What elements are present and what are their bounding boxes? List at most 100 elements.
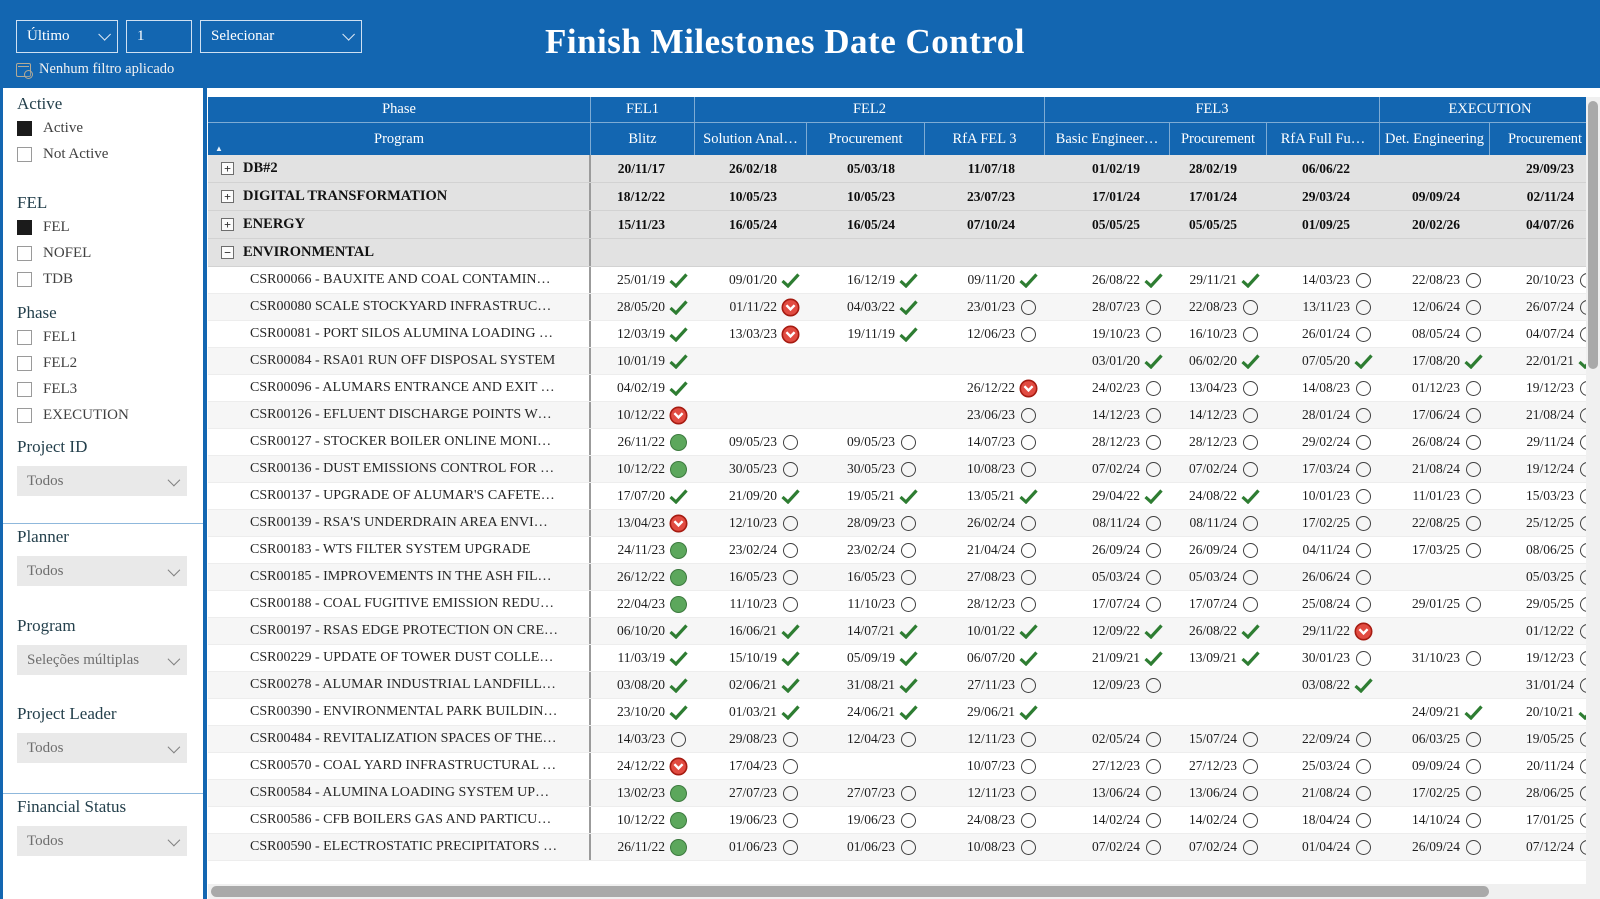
status-complete-icon xyxy=(1018,650,1038,666)
table-row[interactable]: CSR00096 - ALUMARS ENTRANCE AND EXIT … 04… xyxy=(208,375,1600,402)
planner-dropdown[interactable]: Todos xyxy=(17,556,187,586)
milestone-date: 17/08/20 xyxy=(1411,353,1460,368)
table-row[interactable]: CSR00278 - ALUMAR INDUSTRIAL LANDFILL… 03… xyxy=(208,672,1600,699)
milestone-cell: 05/09/19 xyxy=(807,645,925,671)
milestone-status xyxy=(895,704,921,720)
table-row[interactable]: CSR00066 - BAUXITE AND COAL CONTAMIN… 25/… xyxy=(208,267,1600,294)
program-dropdown[interactable]: Seleções múltiplas xyxy=(17,645,187,675)
horizontal-scrollbar[interactable] xyxy=(208,884,1600,899)
milestone-cell: 08/06/25 xyxy=(1490,537,1600,563)
status-late-icon xyxy=(669,514,687,532)
milestone-cell: 20/11/24 xyxy=(1490,753,1600,779)
group-row[interactable]: + DB#2 20/11/17 26/02/18 05/03/18 11/07/18 01/… xyxy=(208,155,1600,183)
checkbox-execution[interactable]: EXECUTION xyxy=(17,403,197,427)
status-open-icon xyxy=(1145,677,1161,693)
project-id-dropdown[interactable]: Todos xyxy=(17,466,187,496)
select-dropdown[interactable]: Selecionar xyxy=(200,20,362,53)
filter-section-title: Program xyxy=(17,616,76,635)
checkbox-active[interactable]: Active xyxy=(17,116,197,140)
milestone-cell: 23/07/23 xyxy=(925,183,1045,210)
table-row[interactable]: CSR00197 - RSAS EDGE PROTECTION ON CRE… 0… xyxy=(208,618,1600,645)
milestone-status xyxy=(665,380,691,396)
table-row[interactable]: CSR00136 - DUST EMISSIONS CONTROL FOR … 1… xyxy=(208,456,1600,483)
table-row[interactable]: CSR00084 - RSA01 RUN OFF DISPOSAL SYSTEM… xyxy=(208,348,1600,375)
group-row[interactable]: + DIGITAL TRANSFORMATION 18/12/22 10/05/23 1… xyxy=(208,183,1600,211)
milestone-date: 27/12/23 xyxy=(1091,758,1140,773)
milestone-status xyxy=(895,623,921,639)
phase-group-header-fel3[interactable]: FEL3 xyxy=(1045,97,1380,122)
column-header-6[interactable]: RfA Full Fu… xyxy=(1267,123,1380,155)
table-row[interactable]: CSR00183 - WTS FILTER SYSTEM UPGRADE 24/1… xyxy=(208,537,1600,564)
program-cell: + ENERGY xyxy=(208,211,591,238)
vertical-scrollbar[interactable] xyxy=(1586,97,1600,884)
phase-group-header-fel2[interactable]: FEL2 xyxy=(695,97,1045,122)
milestone-date: 13/09/21 xyxy=(1188,650,1237,665)
checkbox-tdb[interactable]: TDB xyxy=(17,267,197,291)
column-header-2[interactable]: Procurement xyxy=(807,123,925,155)
table-row[interactable]: CSR00484 - REVITALIZATION SPACES OF THE…… xyxy=(208,726,1600,753)
milestone-cell: 15/10/19 xyxy=(695,645,807,671)
column-header-3[interactable]: RfA FEL 3 xyxy=(925,123,1045,155)
collapse-icon[interactable]: − xyxy=(221,246,234,259)
financial-status-dropdown[interactable]: Todos xyxy=(17,826,187,856)
checkbox-fel2[interactable]: FEL2 xyxy=(17,351,197,375)
milestone-status xyxy=(1350,434,1376,450)
milestone-status xyxy=(777,569,803,585)
table-row[interactable]: CSR00185 - IMPROVEMENTS IN THE ASH FIL… 2… xyxy=(208,564,1600,591)
project-leader-dropdown[interactable]: Todos xyxy=(17,733,187,763)
table-row[interactable]: CSR00390 - ENVIRONMENTAL PARK BUILDIN… 23… xyxy=(208,699,1600,726)
column-header-5[interactable]: Procurement xyxy=(1170,123,1267,155)
table-row[interactable]: CSR00126 - EFLUENT DISCHARGE POINTS W… 10… xyxy=(208,402,1600,429)
checkbox-not-active[interactable]: Not Active xyxy=(17,142,197,166)
expand-icon[interactable]: + xyxy=(221,162,234,175)
table-row[interactable]: CSR00229 - UPDATE OF TOWER DUST COLLE… 11… xyxy=(208,645,1600,672)
expand-icon[interactable]: + xyxy=(221,218,234,231)
table-row[interactable]: CSR00080 SCALE STOCKYARD INFRASTRUC… 28/0… xyxy=(208,294,1600,321)
phase-header[interactable]: Phase xyxy=(208,97,591,122)
column-header-0[interactable]: Blitz xyxy=(591,123,695,155)
group-row[interactable]: − ENVIRONMENTAL xyxy=(208,239,1600,267)
checkbox-fel3[interactable]: FEL3 xyxy=(17,377,197,401)
checkbox-nofel[interactable]: NOFEL xyxy=(17,241,197,265)
milestone-date: 26/02/24 xyxy=(966,515,1015,530)
sidebar-divider xyxy=(3,523,203,524)
horizontal-scrollbar-thumb[interactable] xyxy=(211,886,1489,897)
phase-group-header-fel1[interactable]: FEL1 xyxy=(591,97,695,122)
program-header[interactable]: Program ▲ xyxy=(208,123,591,155)
table-row[interactable]: CSR00570 - COAL YARD INFRASTRUCTURAL … 24… xyxy=(208,753,1600,780)
milestone-date: 16/10/23 xyxy=(1188,326,1237,341)
number-input[interactable]: 1 xyxy=(126,20,192,53)
milestone-date: 17/01/24 xyxy=(1091,188,1140,204)
phase-group-header-execution[interactable]: EXECUTION xyxy=(1448,101,1532,117)
program-cell: CSR00127 - STOCKER BOILER ONLINE MONI… xyxy=(208,429,591,455)
table-row[interactable]: CSR00127 - STOCKER BOILER ONLINE MONI… 26… xyxy=(208,429,1600,456)
column-header-4[interactable]: Basic Engineer… xyxy=(1045,123,1170,155)
status-complete-icon xyxy=(668,623,688,639)
milestone-date: 27/11/23 xyxy=(967,677,1015,692)
status-open-icon xyxy=(1355,812,1371,828)
vertical-scrollbar-thumb[interactable] xyxy=(1588,101,1598,369)
milestone-status xyxy=(895,596,921,612)
milestone-date: 02/11/24 xyxy=(1526,188,1574,204)
table-row[interactable]: CSR00137 - UPGRADE OF ALUMAR'S CAFETE… 17… xyxy=(208,483,1600,510)
checkbox-fel1[interactable]: FEL1 xyxy=(17,325,197,349)
expand-icon[interactable]: + xyxy=(221,190,234,203)
column-header-7[interactable]: Det. Engineering xyxy=(1380,123,1490,155)
milestone-cell: 28/07/23 xyxy=(1045,294,1170,320)
table-row[interactable]: CSR00586 - CFB BOILERS GAS AND PARTICU… 1… xyxy=(208,807,1600,834)
table-row[interactable]: CSR00590 - ELECTROSTATIC PRECIPITATORS …… xyxy=(208,834,1600,861)
column-header-1[interactable]: Solution Anal… xyxy=(695,123,807,155)
milestone-cell xyxy=(695,348,807,374)
column-header-8[interactable]: Procurement xyxy=(1507,130,1583,147)
table-row[interactable]: CSR00081 - PORT SILOS ALUMINA LOADING … 1… xyxy=(208,321,1600,348)
table-row[interactable]: CSR00584 - ALUMINA LOADING SYSTEM UP… 13/… xyxy=(208,780,1600,807)
milestone-cell: 13/04/23 xyxy=(591,510,695,536)
milestone-status xyxy=(1237,731,1263,747)
milestone-status xyxy=(1015,326,1041,342)
checkbox-fel[interactable]: FEL xyxy=(17,215,197,239)
table-row[interactable]: CSR00139 - RSA'S UNDERDRAIN AREA ENVI… 13… xyxy=(208,510,1600,537)
group-row[interactable]: + ENERGY 15/11/23 16/05/24 16/05/24 07/10/24 0… xyxy=(208,211,1600,239)
milestone-cell xyxy=(925,239,1045,266)
table-row[interactable]: CSR00188 - COAL FUGITIVE EMISSION REDU… 2… xyxy=(208,591,1600,618)
last-dropdown[interactable]: Último xyxy=(16,20,118,53)
